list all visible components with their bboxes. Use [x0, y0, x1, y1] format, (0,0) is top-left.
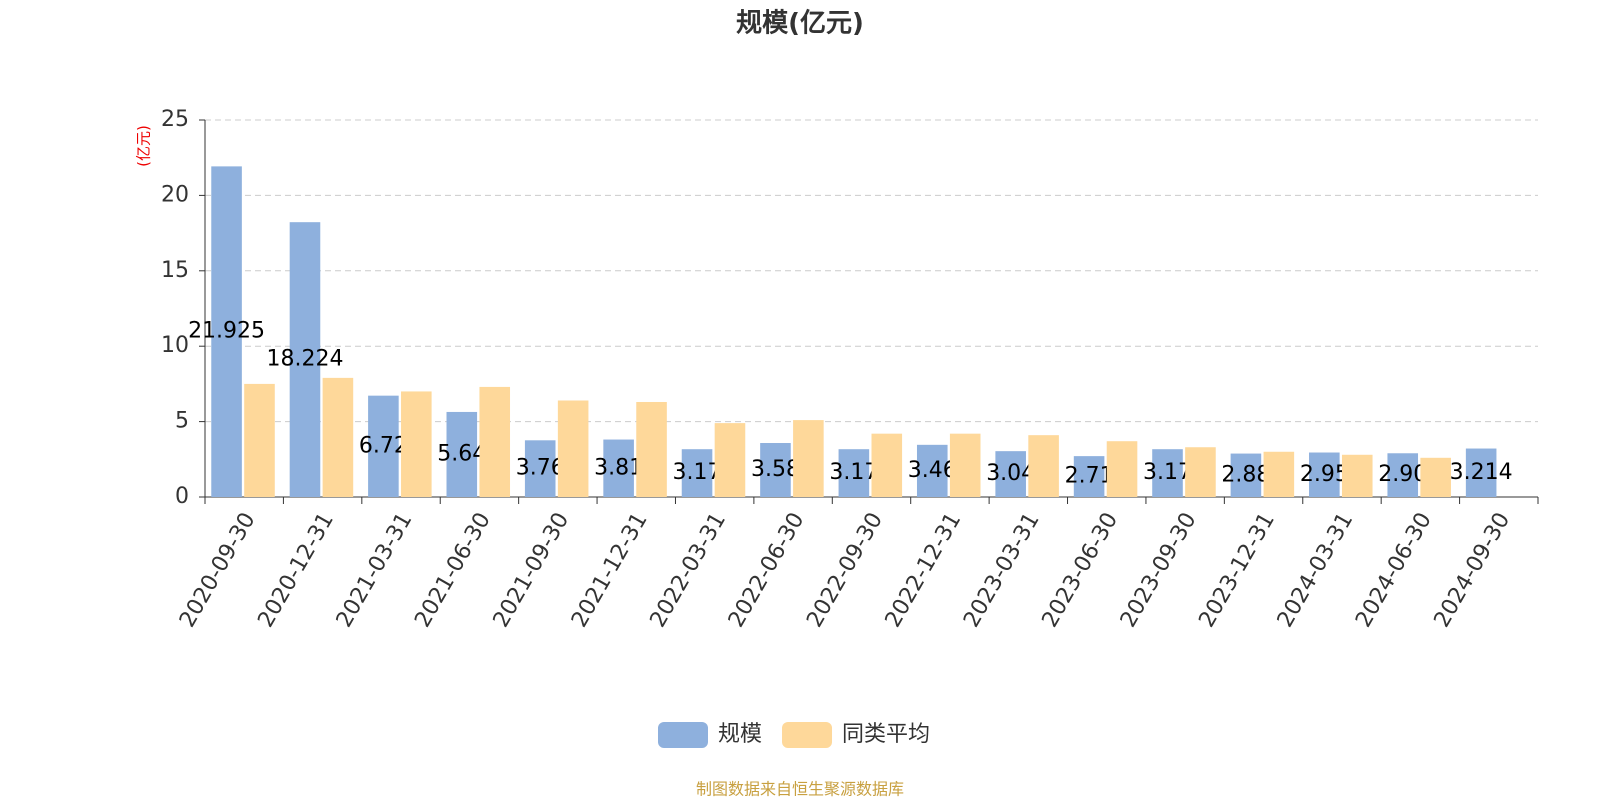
bar: [1387, 453, 1419, 497]
bar: [1073, 456, 1105, 497]
bar: [838, 449, 870, 497]
x-tick-label: 2022-12-31: [881, 509, 967, 632]
bar: [603, 439, 634, 497]
x-tick-label: 2020-09-30: [175, 509, 261, 632]
source-note: 制图数据来自恒生聚源数据库: [696, 780, 904, 799]
data-label: 2.95: [1300, 462, 1349, 487]
bar: [1420, 457, 1451, 497]
bar: [1230, 453, 1262, 497]
legend-label: 同类平均: [842, 722, 930, 747]
bar: [557, 400, 589, 497]
bar: [446, 411, 478, 497]
bar: [401, 391, 432, 497]
bar: [1185, 447, 1216, 497]
data-label: 21.925: [188, 319, 265, 344]
bar: [1465, 448, 1497, 497]
legend-swatch: [658, 722, 708, 748]
data-label: 18.224: [266, 347, 343, 372]
bar: [211, 166, 242, 497]
x-tick-label: 2023-12-31: [1194, 509, 1280, 632]
data-label: 3.17: [1143, 460, 1192, 485]
bar: [1263, 451, 1295, 497]
chart-title: 规模(亿元): [736, 9, 864, 39]
bar: [244, 383, 275, 497]
x-tick-label: 2021-12-31: [567, 509, 653, 632]
x-tick-label: 2020-12-31: [253, 509, 339, 632]
legend-label: 规模: [718, 722, 762, 747]
x-tick-label: 2023-03-31: [959, 509, 1045, 632]
data-label: 2.90: [1378, 462, 1427, 487]
bar: [714, 423, 746, 497]
bar: [1028, 435, 1059, 497]
x-tick-label: 2024-03-31: [1273, 509, 1359, 632]
bar: [793, 420, 824, 497]
bar: [681, 449, 713, 497]
y-tick-label: 0: [175, 484, 189, 509]
y-axis-label: (亿元): [135, 125, 153, 167]
y-tick-label: 15: [161, 258, 189, 283]
bar: [1341, 454, 1373, 497]
bar: [1309, 452, 1340, 497]
x-tick-label: 2024-09-30: [1430, 509, 1516, 632]
x-tick-label: 2021-03-31: [332, 509, 418, 632]
bar: [995, 451, 1026, 497]
data-label: 3.58: [751, 457, 800, 482]
x-tick-label: 2022-03-31: [645, 509, 731, 632]
bar: [760, 443, 791, 497]
bar: [368, 395, 399, 497]
data-label: 3.17: [829, 460, 878, 485]
x-tick-label: 2024-06-30: [1351, 509, 1437, 632]
bar: [479, 386, 511, 497]
y-tick-label: 25: [161, 107, 189, 132]
data-label: 2.88: [1221, 462, 1270, 487]
y-tick-label: 20: [161, 182, 189, 207]
data-label: 3.17: [673, 460, 722, 485]
data-label: 3.76: [516, 456, 565, 481]
data-label: 3.04: [986, 461, 1035, 486]
x-tick-label: 2023-06-30: [1038, 509, 1124, 632]
x-tick-label: 2022-09-30: [802, 509, 888, 632]
x-tick-label: 2023-09-30: [1116, 509, 1202, 632]
bar: [322, 377, 354, 497]
bar: [1106, 441, 1138, 497]
data-label: 2.71: [1065, 464, 1114, 489]
bar: [636, 401, 667, 497]
x-tick-label: 2022-06-30: [724, 509, 810, 632]
bar: [949, 433, 981, 497]
bar: [1152, 449, 1183, 497]
y-tick-label: 10: [161, 333, 189, 358]
legend-swatch: [782, 722, 833, 748]
x-tick-label: 2021-09-30: [489, 509, 575, 632]
data-label: 6.72: [359, 433, 408, 458]
bar: [916, 444, 948, 497]
bar: [289, 222, 321, 498]
bar: [871, 433, 903, 497]
data-label: 5.64: [437, 441, 486, 466]
y-tick-label: 5: [175, 409, 189, 434]
data-label: 3.81: [594, 455, 643, 480]
data-label: 3.46: [908, 458, 957, 483]
bar: [524, 440, 556, 497]
x-tick-label: 2021-06-30: [410, 509, 496, 632]
data-label: 3.214: [1450, 460, 1513, 485]
